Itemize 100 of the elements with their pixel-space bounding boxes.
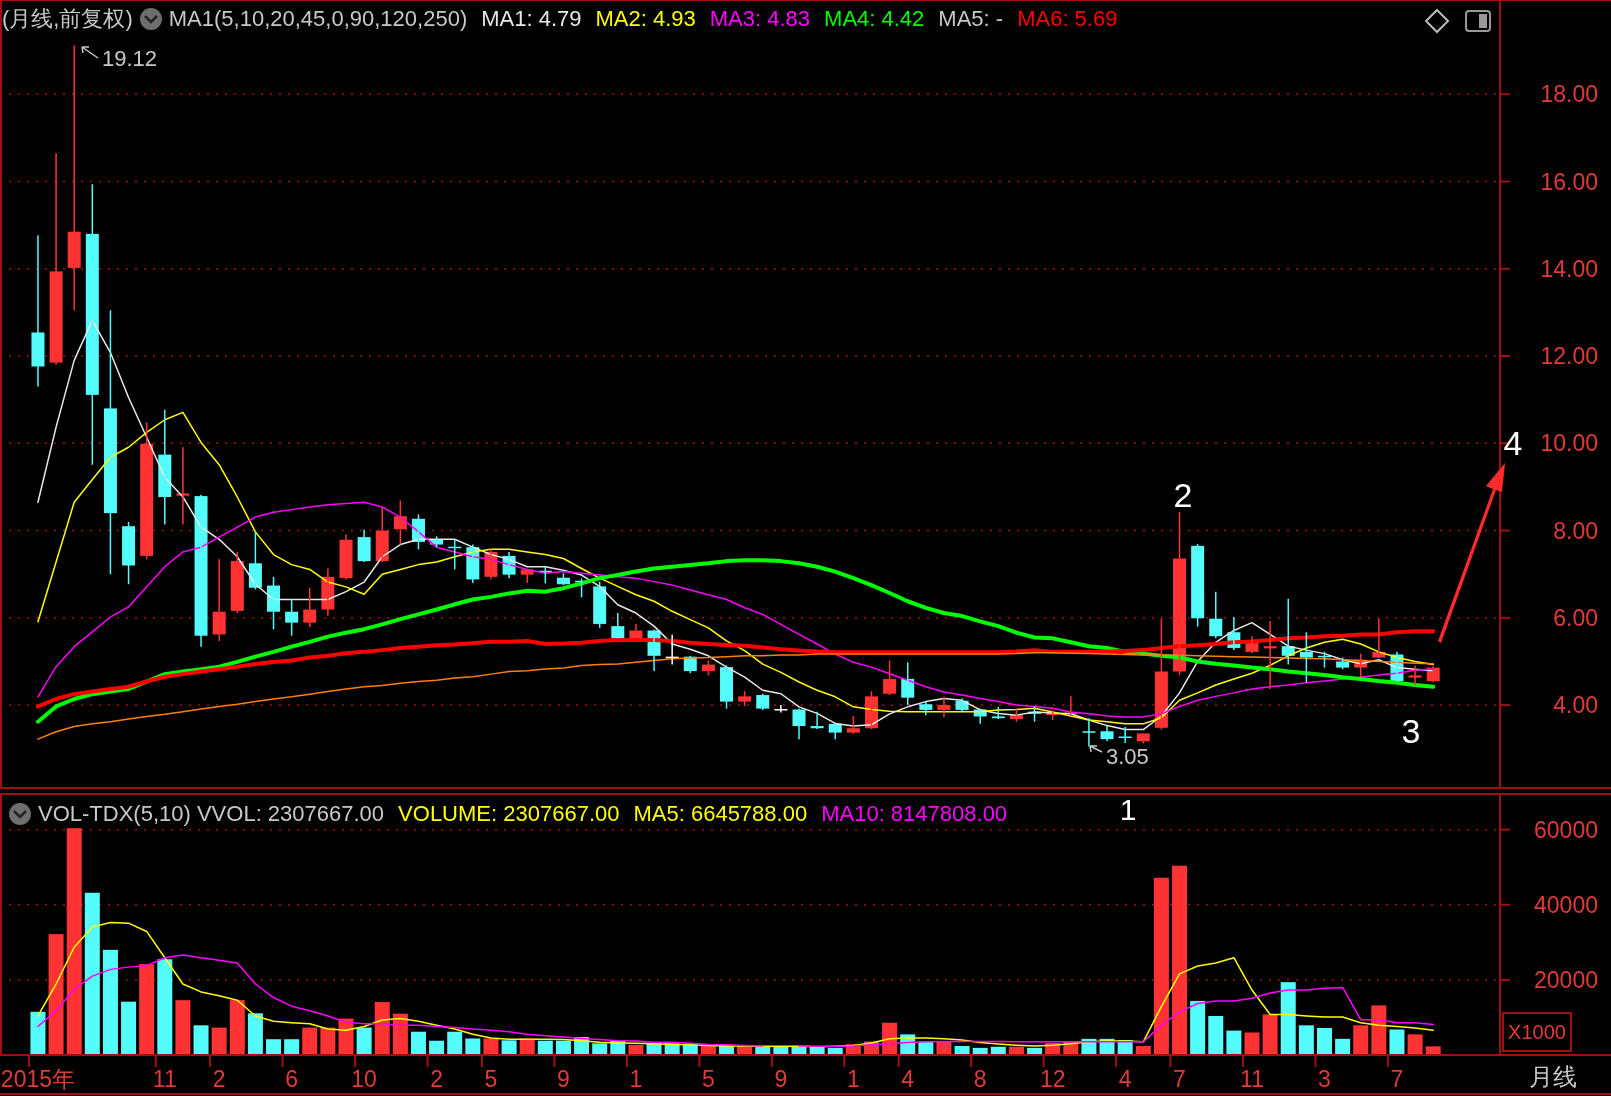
bar (1262, 1014, 1278, 1055)
annotation: 2 (1173, 476, 1193, 514)
bar (84, 892, 100, 1055)
bar (1208, 1015, 1224, 1055)
y-tick-label: 60000 (1534, 816, 1598, 843)
x-tick-label: 2015年 (0, 1066, 76, 1093)
text: MA1: 4.79 (481, 6, 582, 32)
y-tick-label: 16.00 (1540, 168, 1598, 195)
bar (1172, 865, 1188, 1055)
text: MA2: 4.93 (595, 6, 696, 32)
bar (284, 1039, 300, 1055)
candlestick (176, 446, 190, 526)
candlestick (1082, 717, 1096, 748)
text: MA5: 6645788.00 (633, 801, 808, 827)
bar (537, 1040, 553, 1055)
bar (175, 1000, 191, 1055)
annotation: 3 (1401, 712, 1421, 750)
y-tick-label: 10.00 (1540, 430, 1598, 457)
y-tick-label: 40000 (1534, 891, 1598, 918)
y-tick-label: 18.00 (1540, 81, 1598, 108)
candlestick (285, 598, 299, 637)
x-tick-label: 9 (557, 1066, 570, 1093)
bar (410, 1031, 426, 1055)
text: 4 (1503, 424, 1523, 462)
annotation: 1 (1119, 793, 1137, 826)
bar (1316, 1027, 1332, 1055)
y-axis-title: X1000 (1508, 1021, 1566, 1043)
x-tick-label: 7 (1390, 1066, 1404, 1093)
y-tick-label: 6.00 (1553, 604, 1598, 631)
bar (465, 1038, 481, 1055)
bar (320, 1027, 336, 1055)
bar (193, 1025, 209, 1055)
bar (266, 1039, 282, 1055)
annotation: MA5: - (938, 6, 1004, 32)
bar (447, 1031, 463, 1055)
bar (1371, 1005, 1387, 1055)
bar (1389, 1029, 1405, 1055)
bar (157, 959, 173, 1055)
x-tick-label: 12 (1039, 1066, 1066, 1093)
text: MA3: 4.83 (709, 6, 811, 32)
x-tick-label: 8 (973, 1066, 987, 1093)
y-tick-label: 4.00 (1553, 692, 1598, 719)
y-tick-label: 8.00 (1553, 517, 1598, 544)
x-tick-label: 3 (1318, 1066, 1331, 1093)
y-tick-label: 14.00 (1540, 255, 1598, 282)
bar (1190, 1000, 1206, 1055)
x-tick-label: 1 (629, 1066, 643, 1093)
bar (211, 1027, 227, 1055)
bar (229, 1000, 245, 1055)
bar (102, 949, 118, 1055)
x-tick-label: 2 (430, 1066, 443, 1093)
chart-title: VOL-TDX(5,10) VVOL: 2307667.00 (38, 801, 385, 827)
bar (1407, 1034, 1423, 1055)
candlestick (85, 183, 99, 466)
bar (1244, 1032, 1260, 1055)
bar (501, 1040, 517, 1055)
candlestick (1191, 543, 1205, 628)
text: MA6: 5.69 (1017, 6, 1118, 32)
candlestick (1299, 631, 1313, 684)
bar (592, 1043, 608, 1055)
x-tick-label: 11 (152, 1066, 177, 1093)
candlestick (883, 659, 897, 696)
bar (1226, 1030, 1242, 1055)
x-tick-label: 4 (901, 1066, 915, 1093)
x-tick-label: 5 (702, 1066, 715, 1093)
bar (1153, 877, 1169, 1055)
x-tick-label: 6 (285, 1066, 299, 1093)
y-tick-label: 12.00 (1540, 343, 1598, 370)
bar (555, 1040, 571, 1055)
x-tick-label: 4 (1118, 1066, 1132, 1093)
annotation: 3.05 (1106, 744, 1149, 769)
bar (356, 1027, 372, 1055)
chart-subtitle: VOLUME: 2307667.00 (398, 801, 620, 827)
bar (139, 964, 155, 1055)
x-tick-label: 10 (351, 1066, 377, 1093)
text: 月线 (1529, 1063, 1577, 1090)
bar (1280, 982, 1296, 1055)
candlestick (774, 704, 788, 714)
candlestick (230, 551, 244, 614)
x-tick-label: 9 (774, 1066, 788, 1093)
bar (48, 934, 64, 1055)
candlestick (122, 521, 136, 585)
candlestick (720, 664, 734, 710)
bar (1353, 1025, 1369, 1055)
candlestick (1408, 664, 1422, 686)
candlestick (593, 580, 607, 629)
candlestick (103, 309, 117, 575)
text: MA10: 8147808.00 (821, 801, 1008, 827)
bar (1335, 1038, 1351, 1055)
bar (30, 1011, 46, 1055)
x-tick-label: 1 (846, 1066, 860, 1093)
annotation: 19.12 (102, 46, 158, 71)
bar (1298, 1025, 1314, 1055)
chart-title: (月线,前复权) (2, 5, 133, 33)
x-tick-label: 5 (484, 1066, 498, 1093)
bar (392, 1013, 408, 1055)
bar (483, 1038, 499, 1055)
x-tick-label: 2 (212, 1066, 226, 1093)
bar (247, 1013, 263, 1055)
bar (429, 1040, 445, 1055)
